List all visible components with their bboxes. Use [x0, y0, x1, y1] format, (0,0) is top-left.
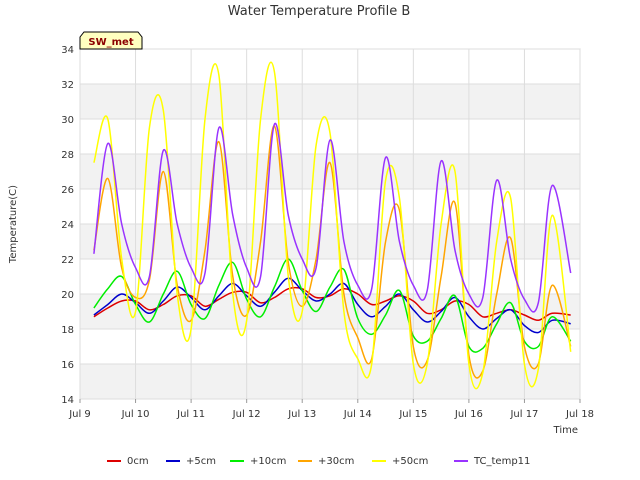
- series-line--5cm: [93, 277, 571, 334]
- x-tick-label: Jul 15: [398, 409, 427, 420]
- legend-label: +30cm: [318, 456, 354, 467]
- y-tick-label: 28: [61, 150, 74, 161]
- x-tick-label: Jul 12: [232, 409, 261, 420]
- badge-label: SW_met: [88, 37, 133, 48]
- legend-label: +50cm: [392, 456, 428, 467]
- x-tick-label: Jul 11: [176, 409, 205, 420]
- y-tick-label: 26: [61, 185, 74, 196]
- y-tick-label: 16: [61, 360, 74, 371]
- y-tick-label: 30: [61, 115, 74, 126]
- legend-label: 0cm: [127, 456, 149, 467]
- x-tick-label: Jul 9: [68, 409, 91, 420]
- x-tick-label: Jul 10: [121, 409, 150, 420]
- x-tick-label: Jul 18: [565, 409, 594, 420]
- y-tick-label: 24: [61, 220, 74, 231]
- legend-label: +10cm: [250, 456, 286, 467]
- y-axis-ticks: 14 16 18 20 22 24 26 28 30 32 34: [61, 45, 74, 406]
- x-axis-ticks: Jul 9 Jul 10 Jul 11 Jul 12 Jul 13 Jul 14 Jul 1…: [68, 399, 594, 420]
- x-axis-label: Time: [553, 425, 578, 436]
- y-tick-label: 34: [61, 45, 74, 56]
- series-line--50cm: [93, 61, 572, 390]
- x-tick-label: Jul 13: [287, 409, 316, 420]
- legend-label: TC_temp11: [473, 456, 530, 467]
- badge-shape: [79, 31, 143, 50]
- y-tick-label: 20: [61, 290, 74, 301]
- y-tick-label: 32: [61, 80, 74, 91]
- chart-title: Water Temperature Profile B: [228, 4, 411, 19]
- grid-band: [80, 154, 580, 189]
- y-tick-label: 22: [61, 255, 74, 266]
- y-tick-label: 14: [61, 395, 74, 406]
- legend: 0cm +5cm +10cm +30cm +50cm TC_temp11: [107, 456, 530, 467]
- grid-band: [80, 364, 580, 399]
- series-line-0cm: [93, 286, 571, 322]
- y-tick-label: 18: [61, 325, 74, 336]
- x-tick-label: Jul 16: [454, 409, 483, 420]
- x-tick-label: Jul 14: [343, 409, 372, 420]
- y-axis-label: Temperature(C): [8, 185, 19, 264]
- series-line-tc-temp11: [93, 122, 572, 313]
- x-tick-label: Jul 17: [509, 409, 538, 420]
- legend-label: +5cm: [186, 456, 216, 467]
- sw-met-badge: SW_met: [79, 31, 143, 50]
- series-lines: [93, 61, 572, 390]
